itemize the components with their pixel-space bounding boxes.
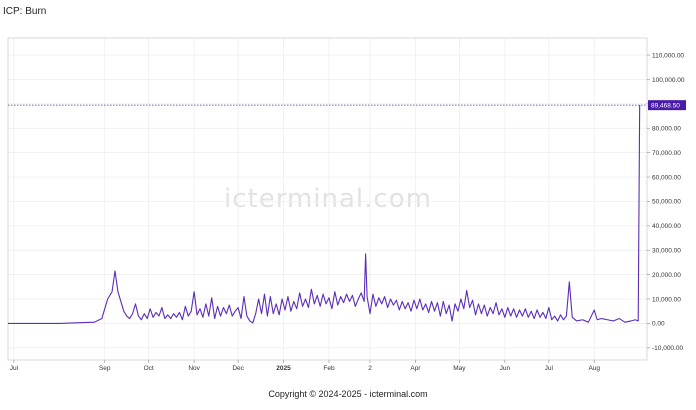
- x-tick-label: Dec: [232, 365, 244, 372]
- y-tick-label: 70,000.00: [652, 150, 681, 157]
- y-tick-label: 20,000.00: [652, 272, 681, 279]
- x-tick-label: May: [453, 365, 466, 372]
- x-axis: Jul Sep Oct Nov Dec 2025 Feb 2 Apr May Jun Jul Aug: [10, 360, 600, 372]
- y-axis: 110,000.00100,000.0090,000.0080,000.0070…: [647, 52, 685, 352]
- x-tick-label: Sep: [99, 365, 111, 372]
- y-tick-label: 40,000.00: [652, 223, 681, 230]
- chart-svg[interactable]: icterminal.com 110,000.00100,000.0090,00…: [0, 0, 696, 388]
- last-value-badge: [648, 100, 686, 111]
- y-tick-label: 80,000.00: [652, 126, 681, 133]
- grid-layer: [8, 38, 647, 360]
- y-tick-label: 110,000.00: [652, 52, 684, 59]
- last-value-label: 89,468.50: [651, 102, 680, 109]
- y-tick-label: -10,000.00: [652, 345, 683, 352]
- y-tick-label: 100,000.00: [652, 77, 685, 84]
- y-tick-label: 30,000.00: [652, 248, 681, 255]
- x-tick-label: Apr: [410, 365, 421, 372]
- last-value-label-group: 89,468.50: [8, 100, 686, 111]
- series-layer: [8, 105, 641, 324]
- x-tick-label: 2025: [276, 365, 291, 372]
- x-tick-label: Feb: [323, 365, 335, 372]
- x-tick-label: Jul: [545, 365, 554, 372]
- y-tick-label: 50,000.00: [652, 199, 681, 206]
- y-tick-label: 60,000.00: [652, 174, 681, 181]
- plot-frame: [7, 37, 648, 361]
- y-tick-label: 10,000.00: [652, 296, 681, 303]
- x-tick-label: Jun: [500, 365, 511, 372]
- x-tick-label: Aug: [588, 365, 600, 372]
- chart-title: ICP: Burn: [3, 6, 47, 17]
- x-tick-label: Nov: [188, 365, 200, 372]
- x-tick-label: Jul: [10, 365, 19, 372]
- footer-copyright: Copyright © 2024-2025 - icterminal.com: [268, 389, 428, 399]
- burn-series-line: [8, 105, 641, 324]
- x-tick-label: Oct: [144, 365, 154, 372]
- watermark-text: icterminal.com: [224, 184, 432, 214]
- y-tick-label: 0.00: [652, 321, 665, 328]
- x-tick-label: 2: [368, 365, 372, 372]
